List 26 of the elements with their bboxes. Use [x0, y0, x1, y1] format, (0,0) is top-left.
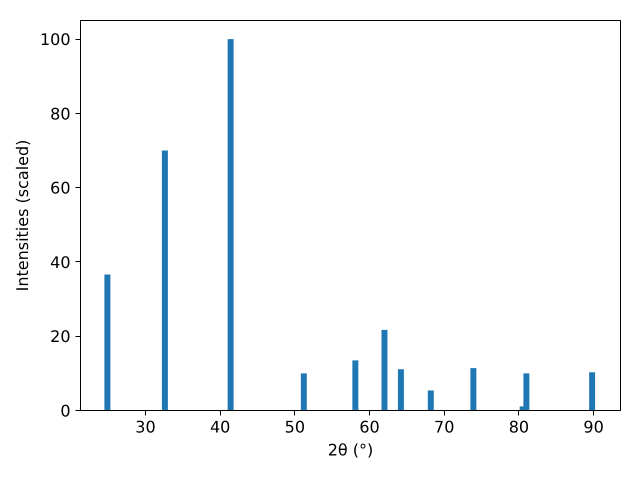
x-tick-label: 50 — [284, 418, 306, 436]
x-axis-title: 2θ (°) — [328, 440, 374, 460]
x-tick-label: 60 — [359, 418, 380, 436]
bar — [162, 150, 168, 410]
bar — [104, 274, 110, 410]
bar — [352, 360, 358, 410]
bar — [523, 373, 530, 410]
bar — [228, 39, 234, 410]
x-tick-label: 40 — [210, 418, 230, 436]
y-tick-label: 60 — [50, 178, 70, 198]
bar — [589, 372, 596, 410]
y-axis-title: Intensities (scaled) — [12, 140, 32, 292]
bar — [398, 369, 404, 410]
x-tick-label: 90 — [583, 418, 604, 436]
y-tick-label: 0 — [60, 402, 71, 420]
y-tick-label: 20 — [50, 327, 70, 346]
x-tick-label: 80 — [508, 418, 530, 436]
bar — [381, 330, 388, 410]
bar — [300, 373, 307, 410]
x-tick-label: 30 — [135, 418, 156, 436]
x-tick-label: 70 — [434, 418, 454, 436]
y-tick-label: 80 — [50, 104, 70, 124]
bar — [470, 368, 476, 410]
y-tick-label: 40 — [50, 252, 70, 272]
bar — [428, 390, 434, 410]
y-tick-label: 100 — [40, 30, 71, 50]
